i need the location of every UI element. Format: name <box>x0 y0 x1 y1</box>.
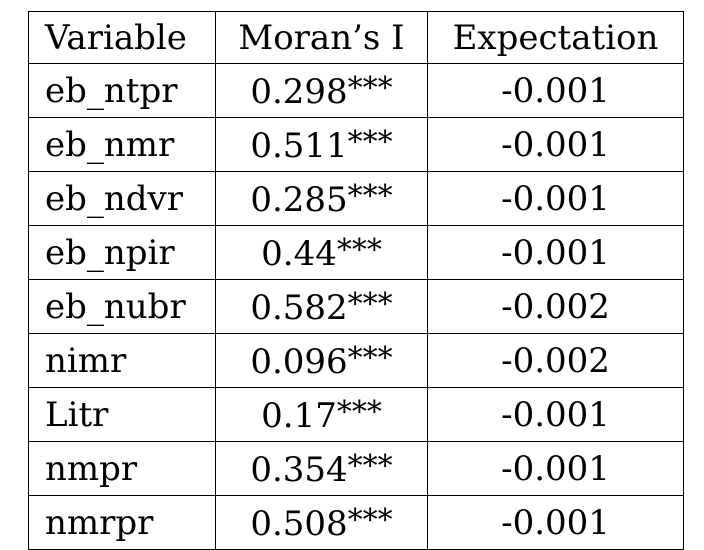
table-row: eb_nubr 0.582*** -0.002 <box>28 279 684 334</box>
expectation-cell: -0.001 <box>427 387 684 442</box>
morans-i-cell: 0.354*** <box>215 441 428 496</box>
morans-i-table: Variable Moran’s I Expectation eb_ntpr 0… <box>28 11 684 550</box>
expectation-cell: -0.001 <box>427 441 684 496</box>
morans-i-value: 0.096 <box>250 342 348 382</box>
expectation-cell: -0.001 <box>427 117 684 172</box>
morans-i-cell: 0.44*** <box>215 225 428 280</box>
morans-i-value: 0.17 <box>261 396 337 436</box>
expectation-cell: -0.001 <box>427 495 684 550</box>
table-row: nmpr 0.354*** -0.001 <box>28 441 684 496</box>
significance-stars: *** <box>347 179 393 214</box>
variable-cell: eb_ndvr <box>28 171 216 226</box>
significance-stars: *** <box>347 449 393 484</box>
variable-cell: nmrpr <box>28 495 216 550</box>
morans-i-cell: 0.17*** <box>215 387 428 442</box>
morans-i-table-container: Variable Moran’s I Expectation eb_ntpr 0… <box>28 11 684 550</box>
morans-i-value: 0.511 <box>250 126 348 166</box>
header-morans-i: Moran’s I <box>215 11 428 64</box>
significance-stars: *** <box>347 341 393 376</box>
expectation-cell: -0.001 <box>427 171 684 226</box>
significance-stars: *** <box>347 287 393 322</box>
expectation-cell: -0.002 <box>427 279 684 334</box>
morans-i-cell: 0.508*** <box>215 495 428 550</box>
table-header-row: Variable Moran’s I Expectation <box>28 11 684 64</box>
morans-i-cell: 0.298*** <box>215 63 428 118</box>
morans-i-value: 0.44 <box>261 234 337 274</box>
variable-cell: eb_ntpr <box>28 63 216 118</box>
morans-i-cell: 0.285*** <box>215 171 428 226</box>
morans-i-value: 0.508 <box>250 504 348 544</box>
variable-cell: nmpr <box>28 441 216 496</box>
table-row: eb_nmr 0.511*** -0.001 <box>28 117 684 172</box>
variable-cell: nimr <box>28 333 216 388</box>
significance-stars: *** <box>336 233 382 268</box>
significance-stars: *** <box>347 125 393 160</box>
table-row: nimr 0.096*** -0.002 <box>28 333 684 388</box>
morans-i-value: 0.298 <box>250 72 348 112</box>
variable-cell: eb_npir <box>28 225 216 280</box>
morans-i-cell: 0.511*** <box>215 117 428 172</box>
significance-stars: *** <box>336 395 382 430</box>
morans-i-value: 0.582 <box>250 288 348 328</box>
table-row: Litr 0.17*** -0.001 <box>28 387 684 442</box>
expectation-cell: -0.001 <box>427 63 684 118</box>
expectation-cell: -0.001 <box>427 225 684 280</box>
table-row: eb_ntpr 0.298*** -0.001 <box>28 63 684 118</box>
morans-i-value: 0.354 <box>250 450 348 490</box>
header-expectation: Expectation <box>427 11 684 64</box>
table-row: nmrpr 0.508*** -0.001 <box>28 495 684 550</box>
morans-i-cell: 0.096*** <box>215 333 428 388</box>
variable-cell: eb_nubr <box>28 279 216 334</box>
table-row: eb_ndvr 0.285*** -0.001 <box>28 171 684 226</box>
morans-i-value: 0.285 <box>250 180 348 220</box>
header-variable: Variable <box>28 11 216 64</box>
table-row: eb_npir 0.44*** -0.001 <box>28 225 684 280</box>
variable-cell: Litr <box>28 387 216 442</box>
significance-stars: *** <box>347 503 393 538</box>
variable-cell: eb_nmr <box>28 117 216 172</box>
morans-i-cell: 0.582*** <box>215 279 428 334</box>
expectation-cell: -0.002 <box>427 333 684 388</box>
significance-stars: *** <box>347 71 393 106</box>
